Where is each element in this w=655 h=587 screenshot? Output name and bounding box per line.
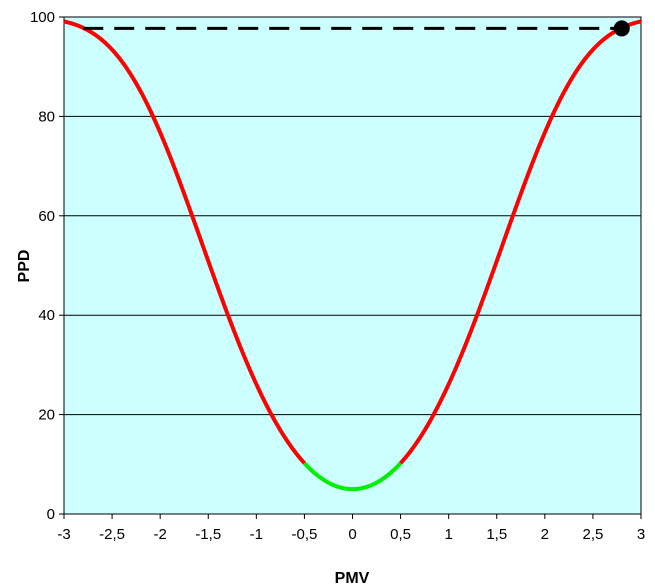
y-tick-label: 40 (38, 307, 55, 324)
y-tick-label: 100 (30, 9, 55, 26)
x-tick-label: 1 (444, 526, 452, 543)
ppd-curve-segment (399, 19, 642, 465)
y-axis: 0 20 40 60 80 100 (30, 9, 64, 523)
x-tick-label: -1,5 (195, 526, 221, 543)
y-tick-label: 0 (47, 506, 55, 523)
x-tick-label: 2,5 (582, 526, 603, 543)
x-tick-label: 2 (541, 526, 549, 543)
reference-line-group (83, 20, 630, 37)
x-tick-label: -3 (57, 526, 70, 543)
y-tick-label: 20 (38, 407, 55, 424)
ppd-curve-segment (63, 19, 306, 465)
x-tick-label: 0,5 (390, 526, 411, 543)
y-axis-title: PPD (16, 250, 33, 283)
x-tick-label: -2,5 (99, 526, 125, 543)
ppd-curve-segment (302, 461, 403, 492)
x-tick-label: 1,5 (486, 526, 507, 543)
x-tick-label: -0,5 (291, 526, 317, 543)
x-tick-label: 3 (637, 526, 645, 543)
y-tick-label: 80 (38, 108, 55, 125)
x-tick-label: -2 (153, 526, 166, 543)
plot-area (63, 16, 642, 515)
gridlines (64, 115, 641, 416)
x-tick-label: 0 (348, 526, 356, 543)
y-tick-label: 60 (38, 208, 55, 225)
x-tick-label: -1 (250, 526, 263, 543)
marker-point (613, 20, 630, 37)
x-axis-title: PMV (335, 570, 370, 587)
x-axis: -3 -2,5 -2 -1,5 -1 -0,5 0 0,5 1 1,5 2 2,5 3 (57, 514, 645, 543)
ppd-curve (63, 19, 642, 492)
